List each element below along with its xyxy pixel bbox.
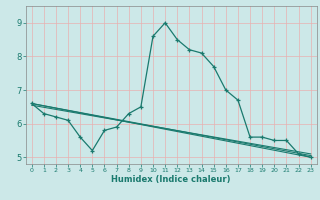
X-axis label: Humidex (Indice chaleur): Humidex (Indice chaleur) <box>111 175 231 184</box>
